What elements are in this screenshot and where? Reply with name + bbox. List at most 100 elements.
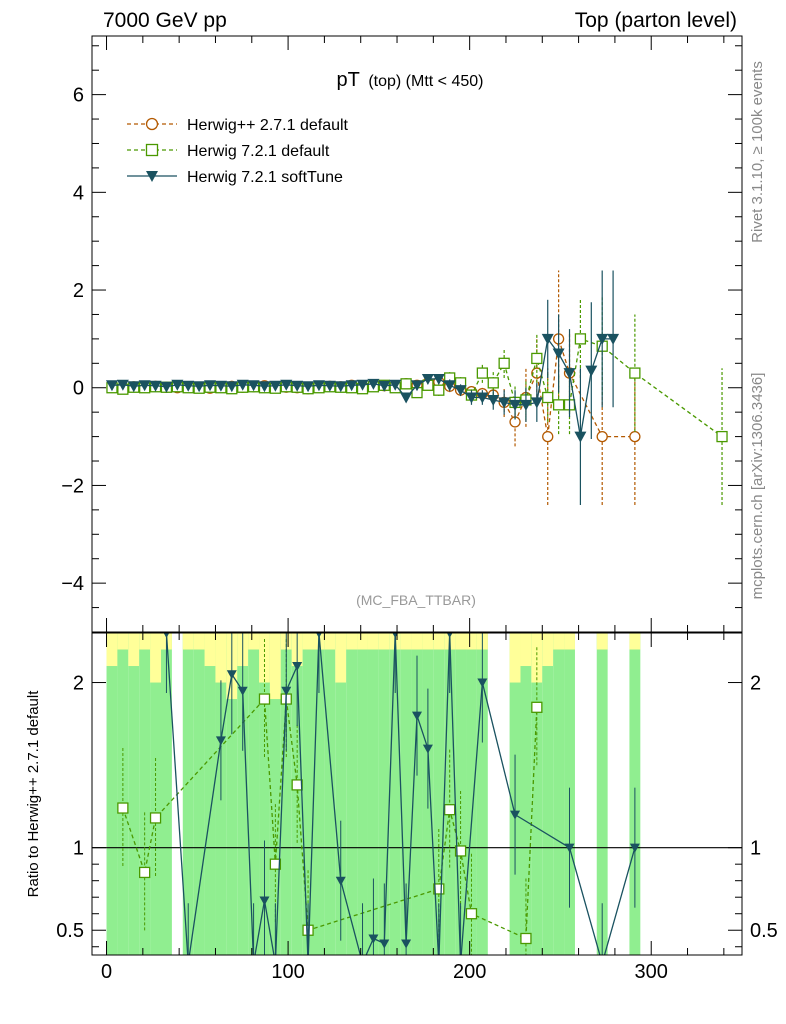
ratio-axes: 0.5 0.5 1 1 2 2 0 100 200 300 — [56, 633, 778, 983]
ratio-band-yellow — [520, 633, 532, 667]
ratio-point — [477, 678, 488, 688]
ratio-point — [316, 633, 322, 638]
ratio-point — [564, 843, 575, 853]
ratio-band-green — [291, 633, 303, 955]
ratio-point — [259, 896, 270, 906]
ratio-y-tick-label: 1 — [73, 838, 84, 860]
ratio-band-yellow — [466, 633, 477, 650]
ratio-point — [292, 662, 303, 672]
ratio-point — [183, 959, 193, 968]
y-tick-label: −2 — [61, 475, 84, 497]
main-title-text: pT — [337, 69, 360, 91]
data-point — [552, 348, 565, 360]
data-point — [116, 379, 129, 391]
ratio-point — [258, 693, 271, 705]
ratio-panel: 0.5 0.5 1 1 2 2 0 100 200 300 Ratio to Herwig++ 2… — [25, 632, 778, 983]
data-point — [574, 431, 587, 443]
data-point — [105, 380, 118, 392]
legend-label: Herwig 7.2.1 softTune — [187, 169, 343, 186]
data-point — [269, 380, 282, 392]
ratio-point — [291, 779, 303, 791]
ratio-point — [163, 633, 170, 638]
ratio-point — [597, 959, 607, 968]
ratio-band-green — [248, 633, 260, 955]
ratio-band-green — [357, 633, 368, 955]
ratio-band-yellow — [542, 633, 554, 667]
legend-marker — [146, 171, 158, 182]
ratio-point — [215, 736, 226, 746]
ratio-point — [249, 959, 259, 968]
main-panel: −4 −2 0 2 4 6 pT (top) (Mtt < 450) (MC_FBA_TT… — [61, 35, 743, 633]
ratio-band-yellow — [346, 633, 358, 650]
ratio-band-yellow — [259, 633, 270, 683]
ratio-band-green — [476, 633, 488, 955]
ratio-band-green — [259, 633, 270, 955]
y-tick-label: 4 — [73, 182, 84, 204]
data-point — [432, 373, 445, 385]
ratio-series-1 — [163, 633, 640, 968]
ratio-band-green — [389, 633, 401, 955]
ratio-band-green — [106, 633, 118, 955]
x-tick-label: 200 — [453, 961, 486, 983]
ratio-band-green — [433, 633, 445, 955]
ratio-point — [465, 908, 478, 920]
data-point — [607, 333, 620, 345]
ratio-band-green — [139, 633, 151, 955]
x-tick-label: 0 — [101, 961, 112, 983]
ratio-band-green — [378, 633, 390, 955]
ratio-point — [139, 866, 151, 879]
ratio-band-yellow — [433, 633, 445, 650]
ratio-point — [335, 876, 346, 886]
ratio-band-yellow — [509, 633, 521, 683]
data-point — [280, 379, 293, 391]
data-point — [236, 379, 249, 391]
data-point — [258, 381, 271, 393]
data-point — [389, 379, 402, 391]
data-point — [487, 377, 499, 389]
data-point — [356, 379, 369, 391]
ratio-band-green — [302, 633, 314, 955]
ratio-band-yellow — [335, 633, 347, 683]
y-tick-label: 0 — [73, 378, 84, 400]
legend-marker — [145, 143, 159, 157]
data-point — [378, 380, 391, 392]
main-title: pT (top) (Mtt < 450) — [337, 69, 484, 91]
ratio-plot-content — [92, 633, 742, 968]
data-point — [498, 397, 511, 409]
ratio-band-yellow — [215, 633, 227, 683]
main-title-sub: (top) (Mtt < 450) — [368, 73, 483, 90]
ratio-band-green — [346, 633, 358, 955]
data-point — [193, 381, 206, 393]
ratio-point — [629, 843, 640, 853]
ratio-y-tick-label: 2 — [73, 673, 84, 695]
ratio-line — [165, 633, 636, 955]
ratio-band-green — [520, 633, 532, 955]
data-point — [345, 380, 358, 392]
ratio-point — [531, 701, 543, 713]
watermark: (MC_FBA_TTBAR) — [356, 592, 476, 608]
data-point — [454, 385, 467, 397]
data-point — [323, 380, 336, 392]
ratio-point — [269, 858, 282, 870]
ratio-y-tick-label-right: 0.5 — [750, 920, 778, 942]
ratio-point — [226, 670, 237, 680]
series-line — [111, 338, 723, 438]
data-point — [171, 379, 184, 391]
data-point — [291, 380, 304, 392]
data-point — [433, 384, 445, 396]
ratio-band-green — [237, 633, 249, 955]
data-point — [519, 399, 532, 411]
data-point — [574, 333, 587, 345]
ratio-band-yellow — [139, 633, 151, 650]
ratio-point — [444, 804, 456, 816]
ratio-band-yellow — [106, 633, 118, 667]
ratio-point — [281, 686, 292, 696]
ratio-band-green — [128, 633, 140, 955]
data-point — [465, 392, 478, 404]
ratio-band-yellow — [564, 633, 575, 650]
data-point — [531, 352, 543, 365]
ratio-band-green — [193, 633, 205, 955]
data-point — [225, 381, 238, 393]
ratio-point — [433, 883, 445, 895]
